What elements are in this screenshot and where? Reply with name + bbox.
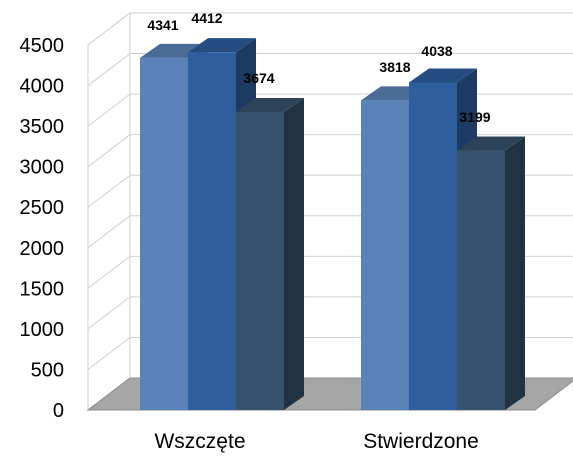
data-labels: 4341 3818 4412 4038 3674 3199 <box>147 10 490 125</box>
bar-front <box>140 57 188 410</box>
gridline-side <box>87 53 131 86</box>
y-tick-label: 3500 <box>20 116 65 138</box>
bar-side <box>284 97 304 411</box>
bar <box>236 97 304 411</box>
y-tick-label: 4000 <box>20 76 65 98</box>
gridline-side <box>87 134 131 168</box>
y-tick-label: 4500 <box>20 35 65 57</box>
gridline-side <box>87 174 131 208</box>
y-tick-label: 1000 <box>20 319 65 341</box>
x-axis-ticks: Wszczęte Stwierdzone <box>154 430 478 453</box>
side-wall <box>87 11 131 412</box>
gridline-side <box>87 337 131 370</box>
y-tick-label: 0 <box>53 400 64 422</box>
y-tick-label: 500 <box>31 359 64 381</box>
bar-front <box>409 82 457 411</box>
bars <box>140 38 525 411</box>
gridline-side <box>87 255 131 289</box>
gridline-side <box>87 296 131 330</box>
y-tick-label: 2500 <box>20 197 65 219</box>
y-tick-label: 2000 <box>20 238 65 260</box>
bar-top <box>188 38 256 53</box>
y-axis-ticks: 0 500 1000 1500 2000 2500 3000 3500 4000 4500 <box>20 35 65 422</box>
x-tick-label: Wszczęte <box>154 430 245 453</box>
data-label: 3199 <box>459 109 490 125</box>
bar-front <box>457 150 505 410</box>
bar-front <box>188 52 236 410</box>
bar-front <box>361 100 409 410</box>
data-label: 4412 <box>191 10 222 26</box>
y-tick-label: 1500 <box>20 278 65 300</box>
y-tick-label: 3000 <box>20 157 65 179</box>
gridline-side <box>87 215 131 249</box>
bar <box>457 136 525 410</box>
data-label: 4341 <box>147 17 178 33</box>
data-label: 3674 <box>243 70 274 86</box>
data-label: 4038 <box>421 43 452 59</box>
gridline-side <box>87 93 131 127</box>
gridline-side <box>87 12 131 46</box>
bar-side <box>505 136 525 410</box>
x-tick-label: Stwierdzone <box>363 430 479 453</box>
data-label: 3818 <box>379 59 410 75</box>
bar-top <box>409 68 477 83</box>
bar-top <box>457 136 525 151</box>
bar-top <box>236 97 304 112</box>
bar-front <box>236 111 284 411</box>
